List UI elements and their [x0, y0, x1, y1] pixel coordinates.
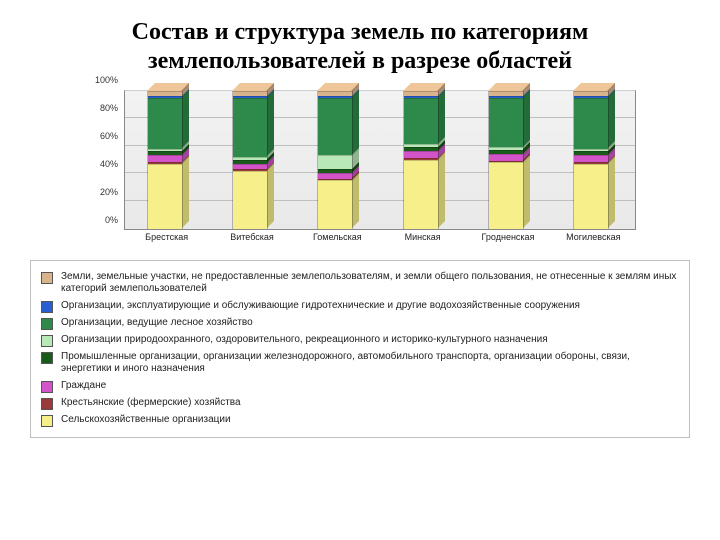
bar-segment [404, 151, 438, 158]
bar-segment [489, 162, 523, 228]
bar-segment [404, 98, 438, 145]
y-tick-label: 20% [100, 187, 118, 197]
legend-item: Земли, земельные участки, не предоставле… [39, 271, 681, 296]
legend-label: Организации, эксплуатирующие и обслужива… [61, 300, 681, 313]
legend-label: Промышленные организации, организации же… [61, 351, 681, 376]
legend-label: Граждане [61, 380, 681, 393]
stacked-bar-chart: 0%20%40%60%80%100% БрестскаяВитебскаяГом… [80, 90, 640, 250]
y-tick-label: 60% [100, 131, 118, 141]
legend-swatch [41, 272, 53, 284]
bar-segment [233, 98, 267, 157]
legend-item: Крестьянские (фермерские) хозяйства [39, 397, 681, 410]
y-axis: 0%20%40%60%80%100% [80, 90, 120, 230]
legend: Земли, земельные участки, не предоставле… [30, 260, 690, 438]
legend-label: Крестьянские (фермерские) хозяйства [61, 397, 681, 410]
bar [232, 91, 276, 229]
legend-swatch [41, 352, 53, 364]
legend-item: Организации, эксплуатирующие и обслужива… [39, 300, 681, 313]
legend-swatch [41, 335, 53, 347]
bar [317, 91, 361, 229]
x-tick-label: Брестская [145, 232, 188, 242]
legend-item: Сельскохозяйственные организации [39, 414, 681, 427]
gridline [125, 172, 635, 173]
plot-area [124, 90, 636, 230]
x-tick-label: Минская [405, 232, 441, 242]
bar-segment [489, 98, 523, 148]
y-tick-label: 100% [95, 75, 118, 85]
bar-segment [574, 155, 608, 162]
legend-swatch [41, 381, 53, 393]
legend-swatch [41, 301, 53, 313]
legend-swatch [41, 398, 53, 410]
gridline [125, 200, 635, 201]
x-tick-label: Гродненская [482, 232, 535, 242]
bar-segment [404, 160, 438, 229]
bar-segment [318, 98, 352, 156]
legend-label: Организации природоохранного, оздоровите… [61, 334, 681, 347]
legend-item: Организации природоохранного, оздоровите… [39, 334, 681, 347]
slide-title: Состав и структура земель по категориям … [30, 18, 690, 76]
x-axis: Брестская Витебская Гомельская Минская Гродн… [124, 230, 636, 250]
x-tick-label: Могилевская [566, 232, 620, 242]
bar-segment [318, 180, 352, 228]
x-tick-label: Гомельская [313, 232, 362, 242]
bar [573, 91, 617, 229]
y-tick-label: 40% [100, 159, 118, 169]
legend-swatch [41, 415, 53, 427]
x-tick-label: Витебская [230, 232, 274, 242]
bar-segment [233, 171, 267, 229]
bar-segment [148, 98, 182, 149]
bar [403, 91, 447, 229]
legend-label: Земли, земельные участки, не предоставле… [61, 271, 681, 296]
bar-segment [489, 154, 523, 161]
bar-segment [574, 98, 608, 149]
y-tick-label: 80% [100, 103, 118, 113]
slide: Состав и структура земель по категориям … [0, 0, 720, 540]
bar-segment [574, 164, 608, 229]
gridline [125, 145, 635, 146]
bar [488, 91, 532, 229]
legend-item: Промышленные организации, организации же… [39, 351, 681, 376]
bar-segment [148, 164, 182, 229]
legend-label: Сельскохозяйственные организации [61, 414, 681, 427]
bar-segment [148, 155, 182, 162]
bar-segment [318, 155, 352, 169]
legend-item: Граждане [39, 380, 681, 393]
legend-swatch [41, 318, 53, 330]
legend-label: Организации, ведущие лесное хозяйство [61, 317, 681, 330]
legend-item: Организации, ведущие лесное хозяйство [39, 317, 681, 330]
gridline [125, 117, 635, 118]
bar [147, 91, 191, 229]
chart-container: 0%20%40%60%80%100% БрестскаяВитебскаяГом… [80, 90, 640, 250]
y-tick-label: 0% [105, 215, 118, 225]
